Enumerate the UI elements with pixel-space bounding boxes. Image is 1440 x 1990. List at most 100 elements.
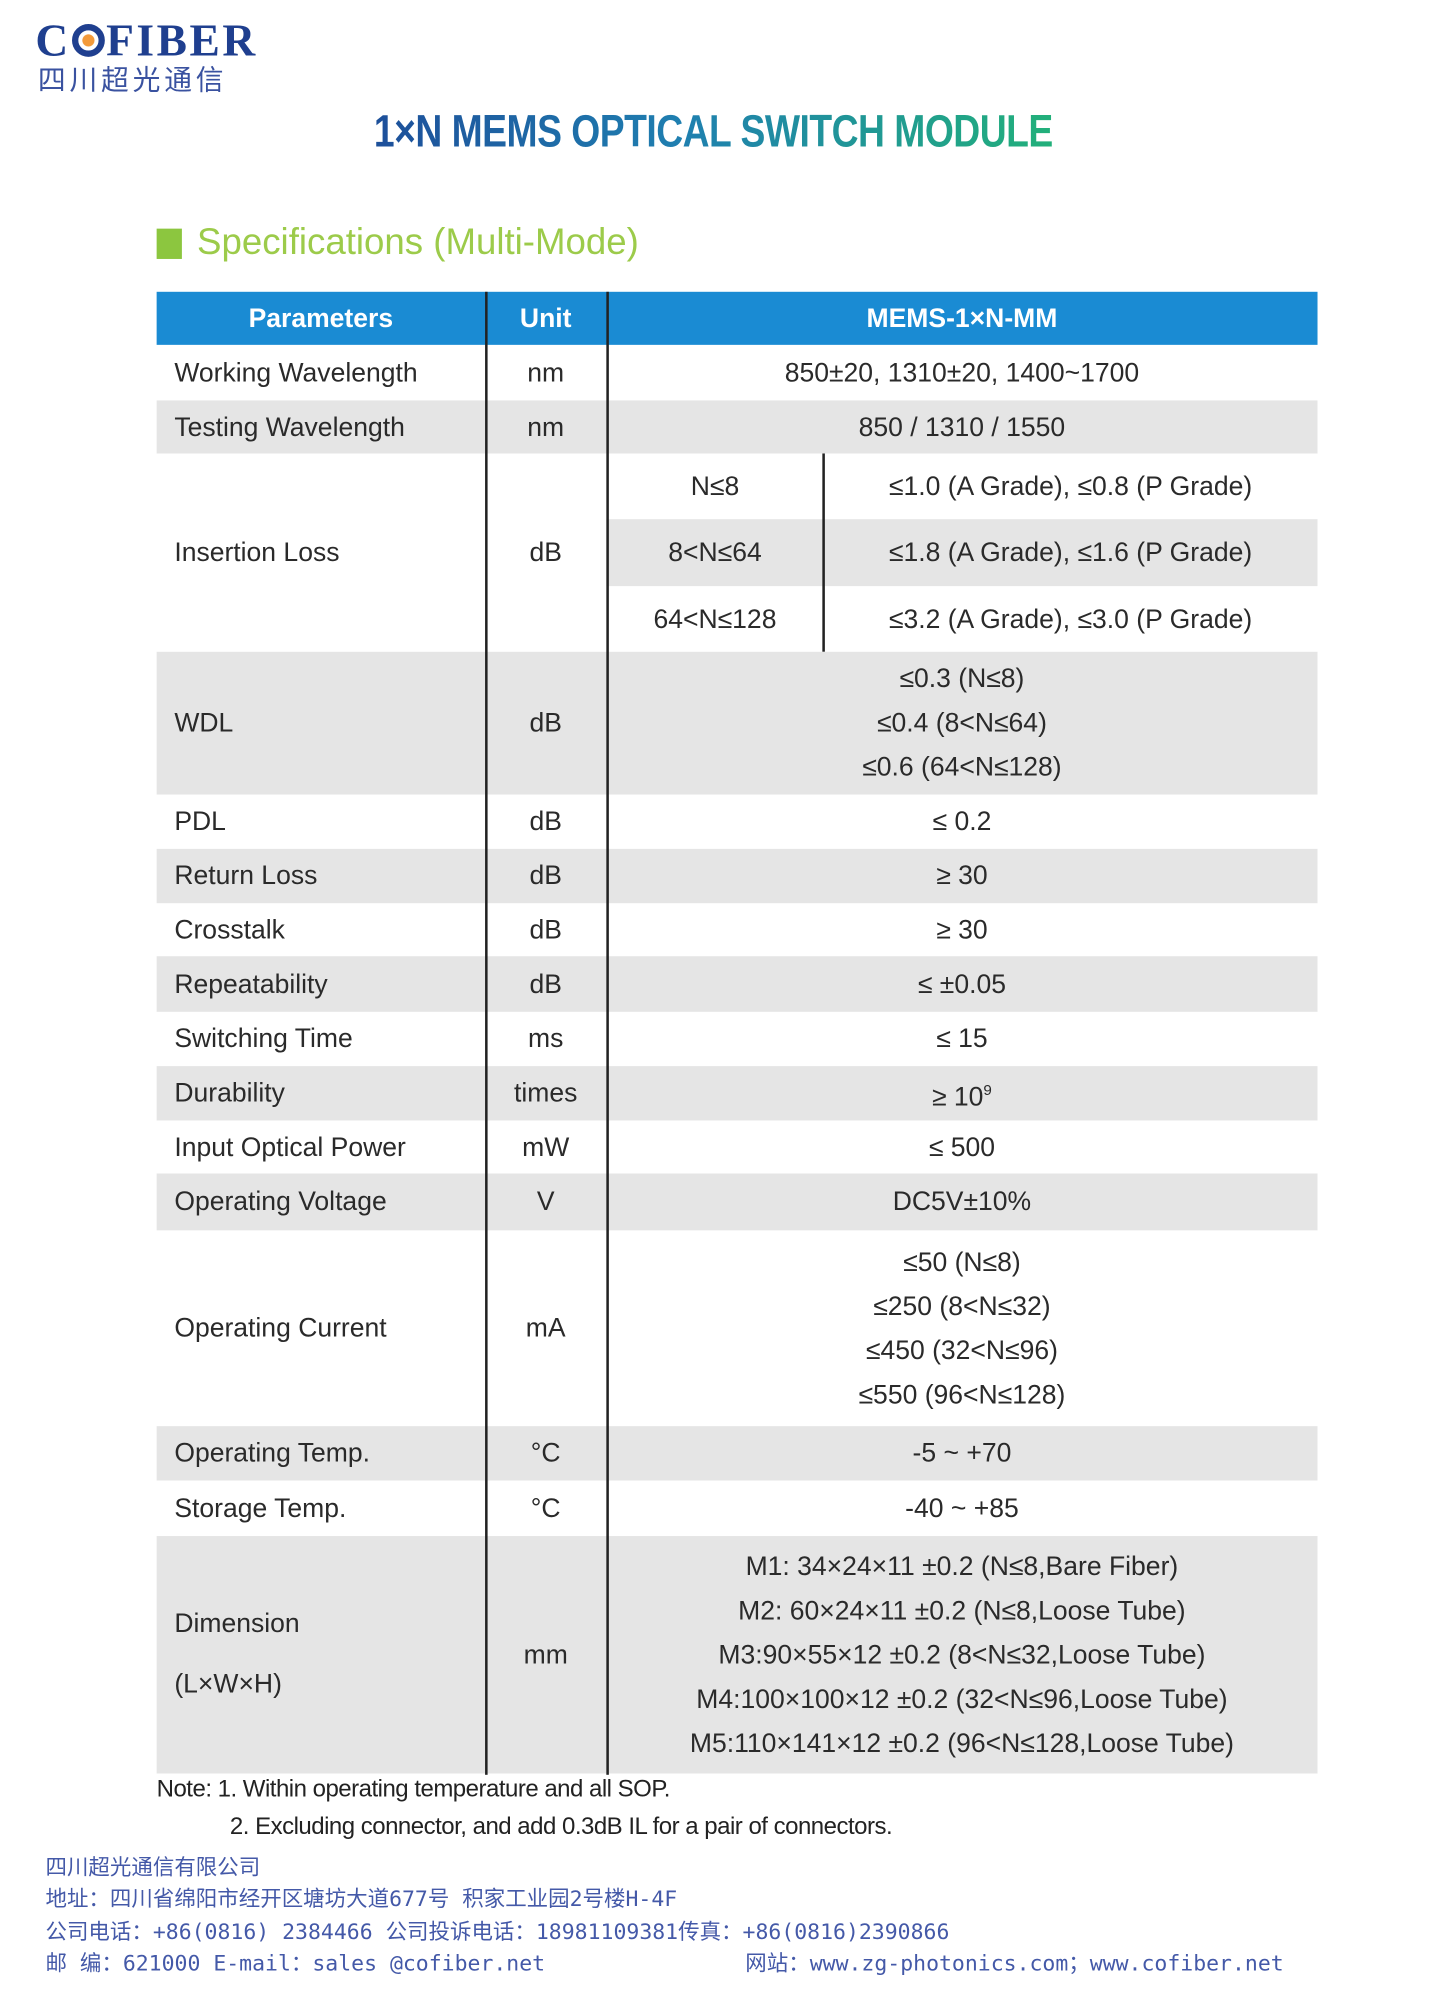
value-text: 850 / 1310 / 1550 — [858, 412, 1066, 442]
param-cell: Operating Temp. — [157, 1426, 490, 1480]
unit-cell: dB — [529, 915, 562, 945]
value-text: ≤ 500 — [928, 1132, 996, 1162]
param-name: Operating Temp. — [174, 1438, 370, 1468]
value-text: -5 ~ +70 — [912, 1438, 1012, 1468]
param-cell: PDL — [157, 795, 490, 849]
value-line: ≤50 (N≤8) — [903, 1240, 1021, 1284]
value-text: -40 ~ +85 — [905, 1493, 1019, 1523]
value-text: M1: 34×24×11 ±0.2 (N≤8,Bare Fiber) — [745, 1551, 1179, 1581]
value-line: ≤ 0.2 — [933, 800, 992, 844]
param-cell: Storage Temp. — [157, 1480, 490, 1536]
value-text: M4:100×100×12 ±0.2 (32<N≤96,Loose Tube) — [696, 1684, 1228, 1714]
value-text: M3:90×55×12 ±0.2 (8<N≤32,Loose Tube) — [718, 1640, 1206, 1670]
param-name: Working Wavelength — [174, 358, 418, 388]
unit-cell: mm — [523, 1640, 568, 1670]
insertion-loss-subrow: 64<N≤128 ≤3.2 (A Grade), ≤3.0 (P Grade) — [606, 586, 1317, 652]
value-text: ≤450 (32<N≤96) — [865, 1335, 1058, 1365]
logo-chinese-name: 四川超光通信 — [37, 65, 228, 98]
insertion-loss-value: ≤1.8 (A Grade), ≤1.6 (P Grade) — [888, 538, 1253, 568]
table-row: Storage Temp. °C -40 ~ +85 — [157, 1480, 1318, 1536]
insertion-loss-subrow: N≤8 ≤1.0 (A Grade), ≤0.8 (P Grade) — [606, 453, 1317, 519]
footer-company: 四川超光通信有限公司 — [45, 1855, 261, 1881]
header-model: MEMS-1×N-MM — [866, 303, 1058, 333]
unit-cell: dB — [529, 708, 562, 738]
unit-cell: °C — [530, 1438, 561, 1468]
unit-cell: mW — [522, 1132, 570, 1162]
table-row: WDL dB ≤0.3 (N≤8) ≤0.4 (8<N≤64) ≤0.6 (64<N≤1… — [156, 651, 1318, 795]
param-cell: Return Loss — [157, 849, 490, 903]
table-row: Operating Temp. °C -5 ~ +70 — [156, 1426, 1318, 1481]
value-line: ≤450 (32<N≤96) — [866, 1328, 1058, 1372]
value-cell: N≤8 ≤1.0 (A Grade), ≤0.8 (P Grade) 8<N≤64 ≤… — [606, 453, 1318, 652]
param-cell: Working Wavelength — [157, 345, 490, 401]
table-row: Working Wavelength nm 850±20, 1310±20, 140… — [157, 345, 1318, 401]
param-name: Operating Current — [174, 1313, 387, 1343]
value-line: ≥ 30 — [936, 908, 987, 952]
note-2: 2. Excluding connector, and add 0.3dB IL… — [229, 1813, 893, 1841]
table-row: Dimension (L×W×H) mm M1: 34×24×11 ±0.2 (N≤8… — [156, 1536, 1318, 1774]
value-line: ≥ 30 — [936, 854, 987, 898]
value-line: M3:90×55×12 ±0.2 (8<N≤32,Loose Tube) — [718, 1633, 1205, 1677]
value-cell: ≤ 500 — [606, 1120, 1317, 1173]
value-text: ≥ 30 — [936, 915, 988, 945]
unit-cell: dB — [529, 861, 562, 891]
value-line: ≤ ±0.05 — [918, 962, 1006, 1006]
table-row: Crosstalk dB ≥ 30 — [157, 903, 1318, 956]
value-text: ≤ ±0.05 — [917, 969, 1006, 999]
insertion-loss-value: ≤1.0 (A Grade), ≤0.8 (P Grade) — [888, 471, 1253, 501]
section-heading-text: Specifications (Multi-Mode) — [197, 222, 639, 263]
value-text: M2: 60×24×11 ±0.2 (N≤8,Loose Tube) — [738, 1596, 1186, 1626]
param-name: Return Loss — [174, 861, 318, 891]
column-divider — [485, 291, 488, 1775]
unit-cell: nm — [527, 412, 565, 442]
param-name: Insertion Loss — [174, 538, 340, 568]
param-cell: Insertion Loss — [157, 453, 490, 651]
table-row: Operating Voltage V DC5V±10% — [156, 1173, 1318, 1231]
param-cell: Testing Wavelength — [157, 400, 490, 453]
value-line: DC5V±10% — [893, 1180, 1031, 1224]
value-text: ≤0.6 (64<N≤128) — [862, 752, 1062, 782]
table-row: Durability times ≥ 109 — [156, 1066, 1318, 1121]
green-square-icon — [156, 228, 182, 259]
sub-column-divider — [822, 453, 825, 652]
table-row: Switching Time ms ≤ 15 — [157, 1012, 1318, 1066]
param-cell: Repeatability — [157, 956, 490, 1012]
value-text: 850±20, 1310±20, 1400~1700 — [784, 358, 1140, 388]
value-cell: M1: 34×24×11 ±0.2 (N≤8,Bare Fiber) M2: 60… — [606, 1536, 1317, 1773]
value-line: ≤ 15 — [936, 1017, 987, 1061]
param-name: Crosstalk — [174, 915, 285, 945]
param-name: Repeatability — [174, 969, 328, 999]
param-cell: Operating Current — [157, 1230, 490, 1426]
value-line: 850 / 1310 / 1550 — [859, 405, 1066, 449]
param-name: Input Optical Power — [174, 1132, 406, 1162]
table-header: Parameters Unit MEMS-1×N-MM — [156, 291, 1318, 345]
value-cell: ≤ 15 — [606, 1012, 1317, 1066]
value-line: M2: 60×24×11 ±0.2 (N≤8,Loose Tube) — [738, 1588, 1185, 1632]
param-name: Switching Time — [174, 1024, 353, 1054]
value-text: DC5V±10% — [892, 1187, 1032, 1217]
value-line: ≤0.3 (N≤8) — [899, 657, 1024, 701]
insertion-loss-subrow: 8<N≤64 ≤1.8 (A Grade), ≤1.6 (P Grade) — [606, 519, 1318, 587]
footer-phone: 公司电话：+86(0816) 2384466 公司投诉电话：1898110938… — [45, 1920, 950, 1946]
value-line: ≤550 (96<N≤128) — [859, 1372, 1066, 1416]
param-line: Dimension — [174, 1609, 300, 1639]
value-cell: ≤ ±0.05 — [606, 956, 1317, 1012]
unit-cell: V — [536, 1187, 555, 1217]
header-parameters: Parameters — [248, 303, 394, 333]
value-line: ≤0.4 (8<N≤64) — [877, 701, 1047, 745]
column-divider — [606, 291, 609, 1775]
table-row: Insertion Loss dB N≤8 ≤1.0 (A Grade), ≤0.8 … — [157, 453, 1318, 652]
value-cell: -5 ~ +70 — [606, 1426, 1317, 1480]
value-text: ≤50 (N≤8) — [903, 1247, 1021, 1277]
param-name: Durability — [174, 1078, 285, 1108]
param-name: PDL — [174, 807, 226, 837]
header-unit: Unit — [519, 303, 572, 333]
n-range: 64<N≤128 — [653, 604, 777, 634]
param-cell: WDL — [157, 652, 490, 795]
value-cell: ≤ 0.2 — [606, 795, 1317, 849]
section-heading: Specifications (Multi-Mode) — [156, 222, 639, 264]
unit-cell: ms — [528, 1024, 564, 1054]
value-line: ≤0.6 (64<N≤128) — [862, 745, 1061, 789]
value-cell: ≥ 30 — [606, 903, 1317, 956]
param-name: Operating Voltage — [174, 1187, 387, 1217]
